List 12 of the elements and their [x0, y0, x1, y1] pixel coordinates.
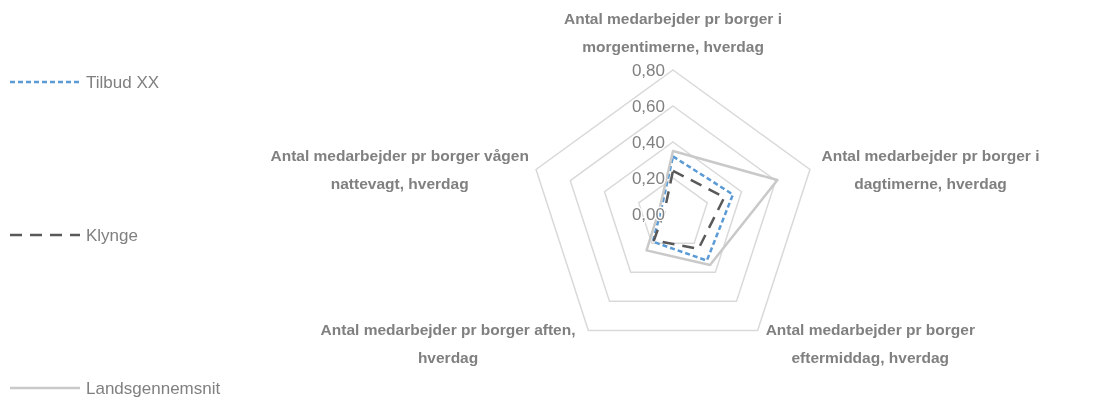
legend-label: Klynge [86, 225, 138, 245]
spoke-label: Antal medarbejder pr borger i morgentimerne, hverdag [564, 9, 782, 55]
y-tick-label: 0,60 [631, 96, 665, 116]
legend-label: Tilbud XX [86, 72, 160, 92]
spoke-label: Antal medarbejder pr borger i dagtimerne, hverdag [821, 146, 1040, 192]
y-tick-label: 0,20 [631, 168, 665, 188]
legend-label: Landsgennemsnit [86, 378, 221, 398]
spoke-label: Antal medarbejder pr borger vågen nattevagt, hverdag [270, 146, 529, 192]
spoke-label: Antal medarbejder pr borger eftermiddag, hverdag [765, 321, 975, 367]
y-tick-label: 0,40 [631, 132, 665, 152]
y-tick-label: 0,80 [631, 60, 665, 80]
spoke-label: Antal medarbejder pr borger aften, hverdag [320, 321, 576, 367]
